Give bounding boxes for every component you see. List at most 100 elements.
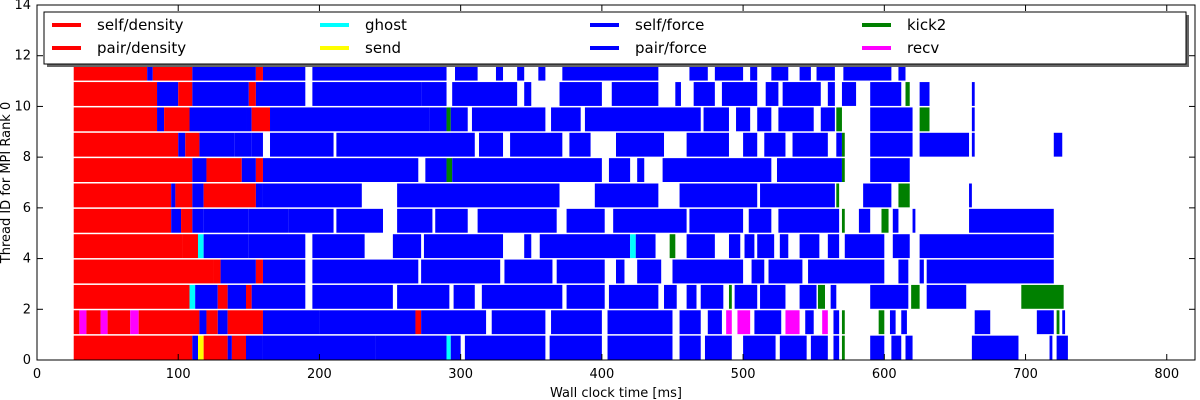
- x-tick-label: 400: [589, 367, 614, 382]
- task-bar: [703, 107, 729, 132]
- task-bar: [217, 310, 228, 335]
- task-bar: [248, 208, 289, 233]
- y-ticks: 0 2 4 6 8 10 12 14: [14, 0, 1195, 368]
- task-bar: [73, 183, 172, 208]
- task-bar: [734, 284, 758, 309]
- task-bar: [73, 234, 183, 259]
- task-bar: [73, 82, 158, 106]
- task-bar: [841, 310, 845, 335]
- task-bar: [246, 335, 263, 360]
- task-bar: [607, 335, 673, 360]
- task-bar: [743, 335, 776, 360]
- task-bar: [199, 310, 207, 335]
- task-bar: [157, 107, 165, 132]
- task-bar: [375, 335, 447, 360]
- task-bar: [551, 107, 581, 132]
- task-bar: [495, 56, 504, 81]
- task-bar: [898, 259, 909, 284]
- task-bar: [429, 107, 447, 132]
- task-bar: [901, 310, 907, 335]
- y-tick-label: 14: [14, 0, 31, 13]
- x-tick-label: 300: [448, 367, 473, 382]
- task-bar: [748, 208, 772, 233]
- y-axis-label: Thread ID for MPI Rank 0: [0, 102, 14, 264]
- task-bar: [336, 132, 475, 157]
- task-bar: [107, 310, 131, 335]
- task-bar: [778, 107, 814, 132]
- task-bar: [178, 82, 193, 106]
- task-bar: [73, 259, 214, 284]
- task-bar: [616, 132, 665, 157]
- task-bar: [312, 284, 393, 309]
- x-ticks: 0 100 200 300 400 500 600 700 800: [33, 5, 1179, 382]
- task-bar: [778, 208, 840, 233]
- task-bar: [336, 208, 383, 233]
- task-bar: [524, 234, 532, 259]
- task-bar: [693, 82, 715, 106]
- task-bar: [397, 284, 450, 309]
- task-bar: [836, 107, 842, 132]
- task-bar: [830, 284, 837, 309]
- task-bar: [779, 335, 807, 360]
- x-tick-label: 700: [1013, 367, 1038, 382]
- task-bar: [1053, 132, 1063, 157]
- task-bar: [246, 107, 252, 132]
- task-bar: [312, 82, 422, 106]
- task-bar: [182, 234, 198, 259]
- task-bar: [100, 310, 108, 335]
- legend-label: ghost: [365, 16, 407, 34]
- task-bar: [569, 132, 591, 157]
- task-bar: [785, 310, 800, 335]
- task-bar: [919, 259, 924, 284]
- task-bar: [397, 208, 433, 233]
- x-tick-label: 100: [166, 367, 191, 382]
- legend-label: kick2: [907, 16, 946, 34]
- task-bar: [662, 158, 772, 182]
- task-bar: [227, 284, 247, 309]
- task-bar: [1056, 310, 1060, 335]
- x-tick-label: 800: [1154, 367, 1179, 382]
- x-tick-label: 200: [307, 367, 332, 382]
- task-bar: [905, 82, 910, 106]
- task-bar: [757, 107, 772, 132]
- task-bar: [248, 234, 306, 259]
- task-bar: [776, 158, 842, 182]
- y-tick-label: 10: [14, 99, 31, 114]
- task-bar: [669, 234, 676, 259]
- task-bar: [971, 132, 975, 157]
- task-bar: [584, 107, 701, 132]
- legend-label: self/force: [635, 16, 704, 34]
- task-bar: [73, 158, 193, 182]
- task-bar: [251, 107, 271, 132]
- task-bar: [192, 158, 207, 182]
- task-bar: [707, 310, 722, 335]
- task-bar: [974, 310, 991, 335]
- task-bar: [607, 310, 673, 335]
- task-bar: [686, 284, 697, 309]
- task-bar: [197, 234, 204, 259]
- legend-label: recv: [907, 39, 939, 57]
- task-bar: [728, 234, 741, 259]
- task-bar: [130, 310, 139, 335]
- task-bar: [820, 107, 835, 132]
- task-bar: [213, 259, 221, 284]
- y-tick-label: 12: [14, 49, 31, 64]
- task-bar: [810, 335, 828, 360]
- task-bar: [73, 208, 172, 233]
- legend-label: pair/density: [97, 39, 186, 57]
- task-bar: [175, 183, 193, 208]
- task-bar: [898, 56, 906, 81]
- task-bar: [844, 234, 885, 259]
- task-bar: [246, 284, 252, 309]
- task-bar: [926, 284, 967, 309]
- task-bar: [566, 208, 605, 233]
- task-bar: [1056, 335, 1068, 360]
- task-bar: [319, 310, 416, 335]
- task-bar: [737, 310, 751, 335]
- task-bar: [841, 158, 845, 182]
- task-bar: [397, 183, 560, 208]
- task-bar: [672, 259, 744, 284]
- y-tick-label: 6: [23, 201, 31, 216]
- task-bar: [164, 107, 190, 132]
